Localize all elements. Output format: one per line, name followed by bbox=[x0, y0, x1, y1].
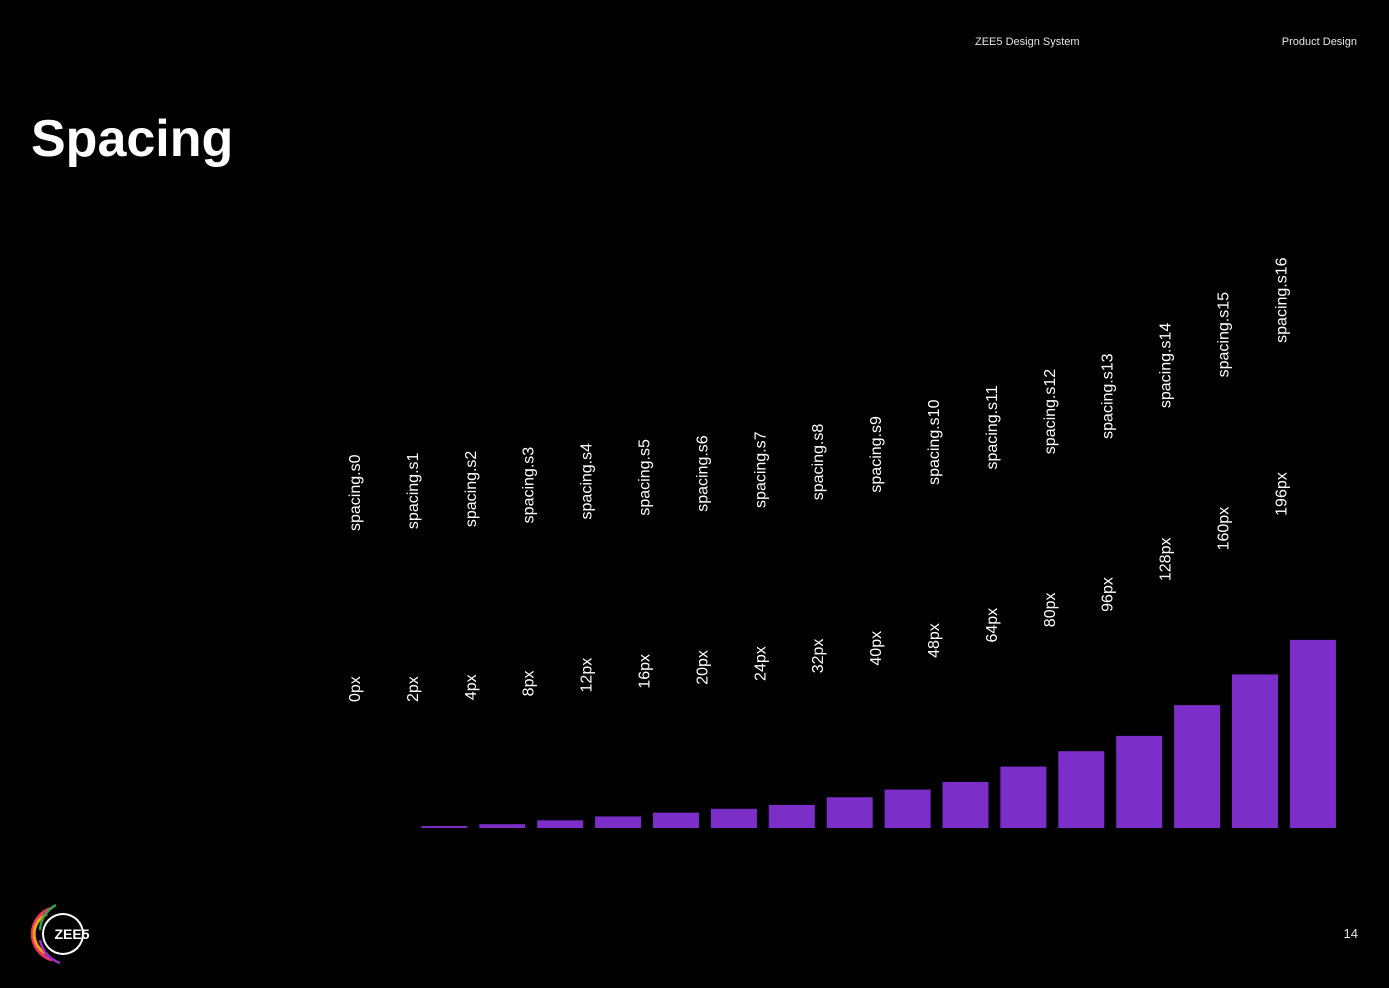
category-label-spacing.s7: spacing.s7 bbox=[752, 431, 769, 508]
bar-spacing.s1 bbox=[421, 826, 468, 828]
logo-text: ZEE5 bbox=[54, 926, 89, 942]
bar-spacing.s10 bbox=[942, 781, 989, 828]
category-label-spacing.s1: spacing.s1 bbox=[405, 452, 422, 529]
category-label-spacing.s3: spacing.s3 bbox=[521, 447, 538, 524]
category-label-spacing.s16: spacing.s16 bbox=[1273, 257, 1290, 342]
category-label-spacing.s0: spacing.s0 bbox=[347, 454, 364, 531]
category-label-spacing.s11: spacing.s11 bbox=[984, 385, 1001, 469]
category-label-spacing.s15: spacing.s15 bbox=[1216, 292, 1233, 377]
bar-spacing.s3 bbox=[537, 820, 584, 828]
bar-spacing.s9 bbox=[884, 789, 931, 828]
bar-spacing.s15 bbox=[1232, 674, 1278, 828]
bar-spacing.s14 bbox=[1174, 705, 1221, 828]
bar-spacing.s6 bbox=[710, 808, 757, 828]
value-label-spacing.s0: 0px bbox=[347, 676, 364, 702]
bar-spacing.s7 bbox=[768, 804, 815, 828]
value-label-spacing.s1: 2px bbox=[405, 676, 422, 702]
value-label-spacing.s2: 4px bbox=[463, 674, 480, 700]
value-label-spacing.s11: 64px bbox=[984, 608, 1001, 643]
bar-spacing.s8 bbox=[826, 797, 873, 828]
value-label-spacing.s6: 20px bbox=[694, 650, 711, 685]
category-label-spacing.s14: spacing.s14 bbox=[1158, 323, 1175, 408]
value-label-spacing.s10: 48px bbox=[926, 623, 943, 658]
bar-spacing.s4 bbox=[595, 816, 642, 828]
page-title: Spacing bbox=[31, 110, 234, 168]
category-label-spacing.s12: spacing.s12 bbox=[1042, 369, 1059, 454]
category-label-spacing.s8: spacing.s8 bbox=[810, 424, 827, 501]
bar-spacing.s16 bbox=[1289, 639, 1336, 828]
value-label-spacing.s5: 16px bbox=[637, 654, 654, 689]
value-label-spacing.s7: 24px bbox=[752, 646, 769, 681]
category-label-spacing.s13: spacing.s13 bbox=[1100, 353, 1117, 438]
document-title: ZEE5 Design System bbox=[975, 36, 1080, 48]
bar-spacing.s13 bbox=[1116, 735, 1163, 828]
value-label-spacing.s12: 80px bbox=[1042, 592, 1059, 627]
category-label-spacing.s5: spacing.s5 bbox=[637, 439, 654, 516]
value-label-spacing.s9: 40px bbox=[868, 631, 885, 666]
value-label-spacing.s16: 196px bbox=[1273, 472, 1290, 516]
zee5-logo: ZEE5 bbox=[28, 902, 96, 966]
category-label-spacing.s2: spacing.s2 bbox=[463, 451, 480, 528]
section-label: Product Design bbox=[1281, 36, 1357, 48]
value-label-spacing.s4: 12px bbox=[579, 658, 596, 693]
category-label-spacing.s4: spacing.s4 bbox=[579, 443, 596, 520]
value-label-spacing.s3: 8px bbox=[521, 671, 538, 697]
value-label-spacing.s13: 96px bbox=[1100, 577, 1117, 612]
value-label-spacing.s15: 160px bbox=[1216, 507, 1233, 551]
value-label-spacing.s14: 128px bbox=[1158, 538, 1175, 582]
bar-spacing.s12 bbox=[1058, 751, 1105, 828]
bar-spacing.s2 bbox=[479, 824, 526, 828]
category-label-spacing.s10: spacing.s10 bbox=[926, 399, 943, 484]
category-label-spacing.s6: spacing.s6 bbox=[694, 435, 711, 512]
value-label-spacing.s8: 32px bbox=[810, 639, 827, 674]
bar-spacing.s5 bbox=[653, 812, 699, 828]
category-label-spacing.s9: spacing.s9 bbox=[868, 416, 885, 493]
page-number: 14 bbox=[1343, 926, 1358, 941]
bar-spacing.s11 bbox=[1000, 766, 1047, 828]
